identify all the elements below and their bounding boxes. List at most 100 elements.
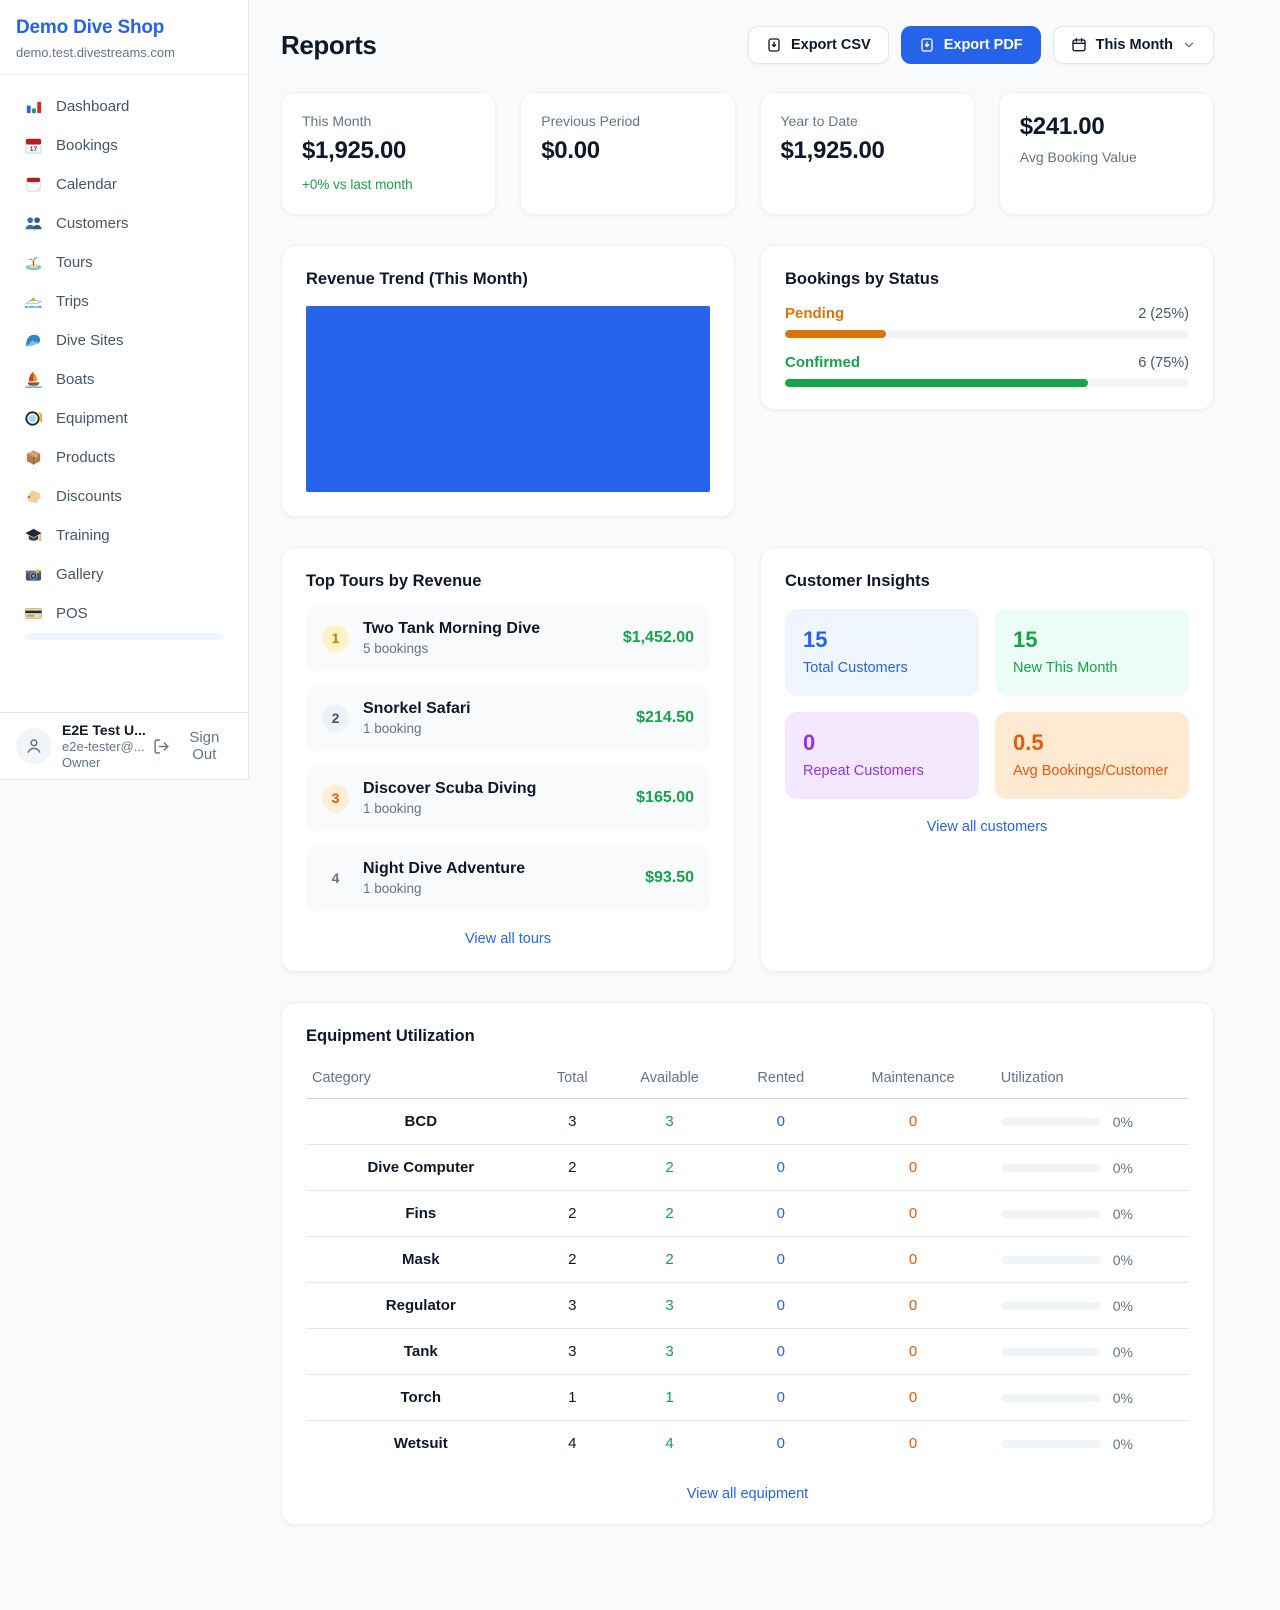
tour-row: 3 Discover Scuba Diving 1 booking $165.0… xyxy=(306,765,710,831)
utilization-bar xyxy=(1000,1255,1101,1264)
export-pdf-button[interactable]: Export PDF xyxy=(900,26,1041,64)
bar-chart-icon xyxy=(24,97,43,116)
sidebar-item-pos[interactable]: POS xyxy=(12,594,236,633)
status-row-pending: Pending 2 (25%) xyxy=(785,305,1189,338)
stat-label: Avg Booking Value xyxy=(1019,149,1137,165)
charts-row: Revenue Trend (This Month) Bookings by S… xyxy=(281,245,1214,517)
calendar-icon xyxy=(1071,37,1087,53)
sidebar-nav: Dashboard 17 Bookings Calendar Customers… xyxy=(0,75,248,712)
export-csv-button[interactable]: Export CSV xyxy=(747,26,889,64)
stat-card-avg-booking-value: $241.00 Avg Booking Value xyxy=(998,92,1214,215)
sidebar-item-label: Bookings xyxy=(56,137,118,154)
stat-label: Year to Date xyxy=(780,113,858,129)
insight-value: 0.5 xyxy=(1013,730,1044,755)
table-row: Torch 1 1 0 0 0% xyxy=(306,1374,1189,1421)
insight-label: New This Month xyxy=(1013,660,1118,676)
middle-row: Top Tours by Revenue 1 Two Tank Morning … xyxy=(281,547,1214,972)
utilization-bar xyxy=(1000,1117,1101,1126)
sidebar-item-products[interactable]: Products xyxy=(12,438,236,477)
user-info: E2E Test U... e2e-tester@... Owner xyxy=(62,722,146,770)
calendar-date-icon: 17 xyxy=(24,136,43,155)
table-row: Tank 3 3 0 0 0% xyxy=(306,1328,1189,1375)
stat-label: This Month xyxy=(302,113,372,129)
utilization-bar xyxy=(1000,1393,1101,1402)
sidebar-item-label: Dive Sites xyxy=(56,332,124,349)
revenue-trend-bar xyxy=(306,306,710,492)
utilization-bar xyxy=(1000,1439,1101,1448)
insight-label: Avg Bookings/Customer xyxy=(1013,763,1169,779)
view-all-tours-link[interactable]: View all tours xyxy=(465,931,551,947)
shop-name: Demo Dive Shop xyxy=(16,17,165,38)
tour-row: 2 Snorkel Safari 1 booking $214.50 xyxy=(306,685,710,751)
tour-name: Two Tank Morning Dive xyxy=(363,620,541,637)
sidebar-item-label: Dashboard xyxy=(56,98,130,115)
sidebar-item-label: Customers xyxy=(56,215,129,232)
sidebar-item-tours[interactable]: Tours xyxy=(12,243,236,282)
avatar xyxy=(16,728,52,764)
wave-icon xyxy=(24,331,43,350)
sidebar-item-customers[interactable]: Customers xyxy=(12,204,236,243)
sidebar-item-label: Discounts xyxy=(56,488,122,505)
sidebar-item-discounts[interactable]: Discounts xyxy=(12,477,236,516)
sidebar-item-active-partial[interactable] xyxy=(24,633,224,640)
tour-name: Night Dive Adventure xyxy=(363,860,526,877)
col-rented: Rented xyxy=(730,1060,832,1099)
col-utilization: Utilization xyxy=(994,1060,1189,1099)
sidebar-item-dashboard[interactable]: Dashboard xyxy=(12,87,236,126)
package-icon xyxy=(24,448,43,467)
sidebar-item-calendar[interactable]: Calendar xyxy=(12,165,236,204)
tour-row: 4 Night Dive Adventure 1 booking $93.50 xyxy=(306,845,710,911)
sidebar-item-trips[interactable]: Trips xyxy=(12,282,236,321)
sidebar-item-dive-sites[interactable]: Dive Sites xyxy=(12,321,236,360)
user-email: e2e-tester@... xyxy=(62,739,145,754)
rank-badge: 3 xyxy=(322,784,349,812)
camera-icon xyxy=(24,565,43,584)
table-row: Dive Computer 2 2 0 0 0% xyxy=(306,1144,1189,1191)
sidebar-item-label: Gallery xyxy=(56,566,104,583)
table-row: Wetsuit 4 4 0 0 0% xyxy=(393,1435,1133,1452)
table-row: Fins 2 2 0 0 0% xyxy=(306,1190,1189,1237)
stats-row: This Month $1,925.00 +0% vs last month P… xyxy=(281,92,1214,215)
sign-out-button[interactable]: Sign Out xyxy=(153,729,232,763)
svg-text:17: 17 xyxy=(30,146,38,153)
stat-card-this-month: This Month $1,925.00 +0% vs last month xyxy=(281,92,497,215)
sidebar-item-gallery[interactable]: Gallery xyxy=(12,555,236,594)
status-bar-track xyxy=(785,330,1189,338)
insight-repeat-customers: 0 Repeat Customers xyxy=(785,712,979,799)
tour-bookings: 5 bookings xyxy=(363,641,429,656)
sidebar-item-label: Calendar xyxy=(56,176,117,193)
customer-insights-card: Customer Insights 15 Total Customers 15 … xyxy=(760,547,1214,972)
tour-bookings: 1 booking xyxy=(363,881,422,896)
col-category: Category xyxy=(306,1060,536,1099)
customer-insights-title: Customer Insights xyxy=(785,572,930,590)
equipment-utilization-card: Equipment Utilization Category Total Ava… xyxy=(281,1002,1214,1525)
sidebar-item-boats[interactable]: Boats xyxy=(12,360,236,399)
equipment-table: Category Total Available Rented Maintena… xyxy=(306,1060,1189,1466)
tour-name: Snorkel Safari xyxy=(363,700,471,717)
view-all-equipment-link[interactable]: View all equipment xyxy=(686,1486,809,1502)
island-icon xyxy=(24,253,43,272)
status-label: Pending xyxy=(785,305,845,322)
dive-mask-icon xyxy=(24,409,43,428)
view-all-customers-link[interactable]: View all customers xyxy=(926,819,1048,835)
sidebar-item-bookings[interactable]: 17 Bookings xyxy=(12,126,236,165)
revenue-trend-card: Revenue Trend (This Month) xyxy=(281,245,735,517)
calendar-pad-icon xyxy=(24,175,43,194)
insight-label: Total Customers xyxy=(803,660,908,676)
page-title: Reports xyxy=(281,29,377,60)
stat-label: Previous Period xyxy=(541,113,641,129)
tour-revenue: $165.00 xyxy=(636,789,694,806)
insight-avg-bookings: 0.5 Avg Bookings/Customer xyxy=(995,712,1189,799)
insight-value: 15 xyxy=(1013,627,1038,652)
sign-out-icon xyxy=(153,738,170,755)
sidebar-item-equipment[interactable]: Equipment xyxy=(12,399,236,438)
insight-new-this-month: 15 New This Month xyxy=(995,609,1189,696)
rank-badge: 1 xyxy=(322,624,349,652)
utilization-bar xyxy=(1000,1163,1101,1172)
file-download-icon xyxy=(919,37,935,53)
utilization-bar xyxy=(1000,1347,1101,1356)
period-dropdown[interactable]: This Month xyxy=(1052,26,1214,64)
sidebar-item-training[interactable]: Training xyxy=(12,516,236,555)
status-label: Confirmed xyxy=(785,354,860,371)
sidebar-item-label: POS xyxy=(56,605,88,622)
